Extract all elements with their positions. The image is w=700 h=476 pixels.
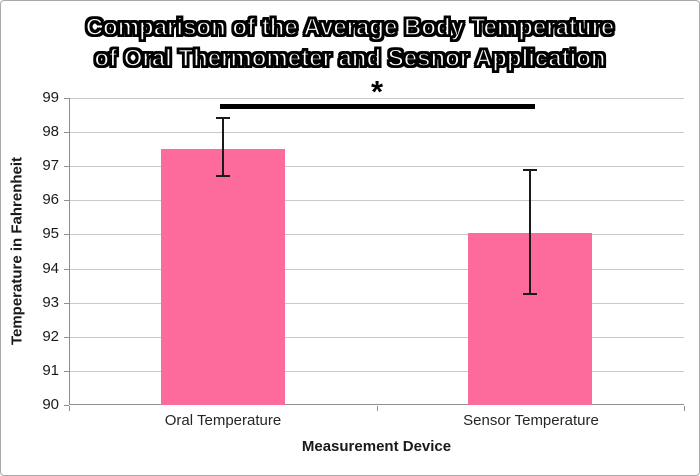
y-tick-mark bbox=[64, 98, 69, 99]
y-tick-mark bbox=[64, 303, 69, 304]
gridline bbox=[70, 337, 684, 338]
error-bar-cap-bottom-oral-temperature bbox=[216, 175, 230, 177]
y-tick-label: 91 bbox=[42, 362, 59, 379]
y-tick-label: 97 bbox=[42, 157, 59, 174]
y-tick-mark bbox=[64, 200, 69, 201]
gridline bbox=[70, 200, 684, 201]
y-tick-label: 90 bbox=[42, 396, 59, 413]
error-bar-cap-bottom-sensor-temperature bbox=[523, 293, 537, 295]
y-tick-label: 98 bbox=[42, 123, 59, 140]
gridline bbox=[70, 98, 684, 99]
x-tick-mark bbox=[684, 406, 685, 411]
y-tick-label: 92 bbox=[42, 328, 59, 345]
error-bar-cap-top-oral-temperature bbox=[216, 117, 230, 119]
y-tick-mark bbox=[64, 269, 69, 270]
y-tick-mark bbox=[64, 132, 69, 133]
y-tick-label: 99 bbox=[42, 89, 59, 106]
y-tick-mark bbox=[64, 371, 69, 372]
y-tick-mark bbox=[64, 337, 69, 338]
bar-oral-temperature bbox=[161, 149, 285, 405]
x-category-label-oral-temperature: Oral Temperature bbox=[164, 412, 282, 429]
chart-title-line2: of Oral Thermometer and Sesnor Applicati… bbox=[94, 44, 607, 73]
gridline bbox=[70, 132, 684, 133]
y-tick-label: 94 bbox=[42, 260, 59, 277]
plot-area bbox=[69, 98, 684, 405]
y-axis-title: Temperature in Fahrenheit bbox=[8, 156, 26, 346]
x-tick-mark bbox=[377, 406, 378, 411]
gridline bbox=[70, 269, 684, 270]
error-bar-line-oral-temperature bbox=[222, 118, 224, 176]
gridline bbox=[70, 303, 684, 304]
y-tick-mark bbox=[64, 234, 69, 235]
y-tick-mark bbox=[64, 166, 69, 167]
x-axis-title: Measurement Device bbox=[301, 438, 452, 455]
gridline bbox=[70, 166, 684, 167]
gridline bbox=[70, 234, 684, 235]
y-tick-label: 93 bbox=[42, 294, 59, 311]
x-category-label-sensor-temperature: Sensor Temperature bbox=[463, 412, 599, 429]
significance-asterisk: * bbox=[370, 74, 384, 109]
y-tick-label: 95 bbox=[42, 225, 59, 242]
chart-title-line1: Comparison of the Average Body Temperatu… bbox=[85, 13, 615, 42]
significance-line bbox=[220, 104, 535, 109]
y-tick-label: 96 bbox=[42, 191, 59, 208]
error-bar-cap-top-sensor-temperature bbox=[523, 169, 537, 171]
gridline bbox=[70, 371, 684, 372]
y-tick-mark bbox=[64, 405, 69, 406]
x-tick-mark bbox=[69, 406, 70, 411]
error-bar-line-sensor-temperature bbox=[529, 170, 531, 295]
chart-title: Comparison of the Average Body Temperatu… bbox=[1, 12, 699, 74]
